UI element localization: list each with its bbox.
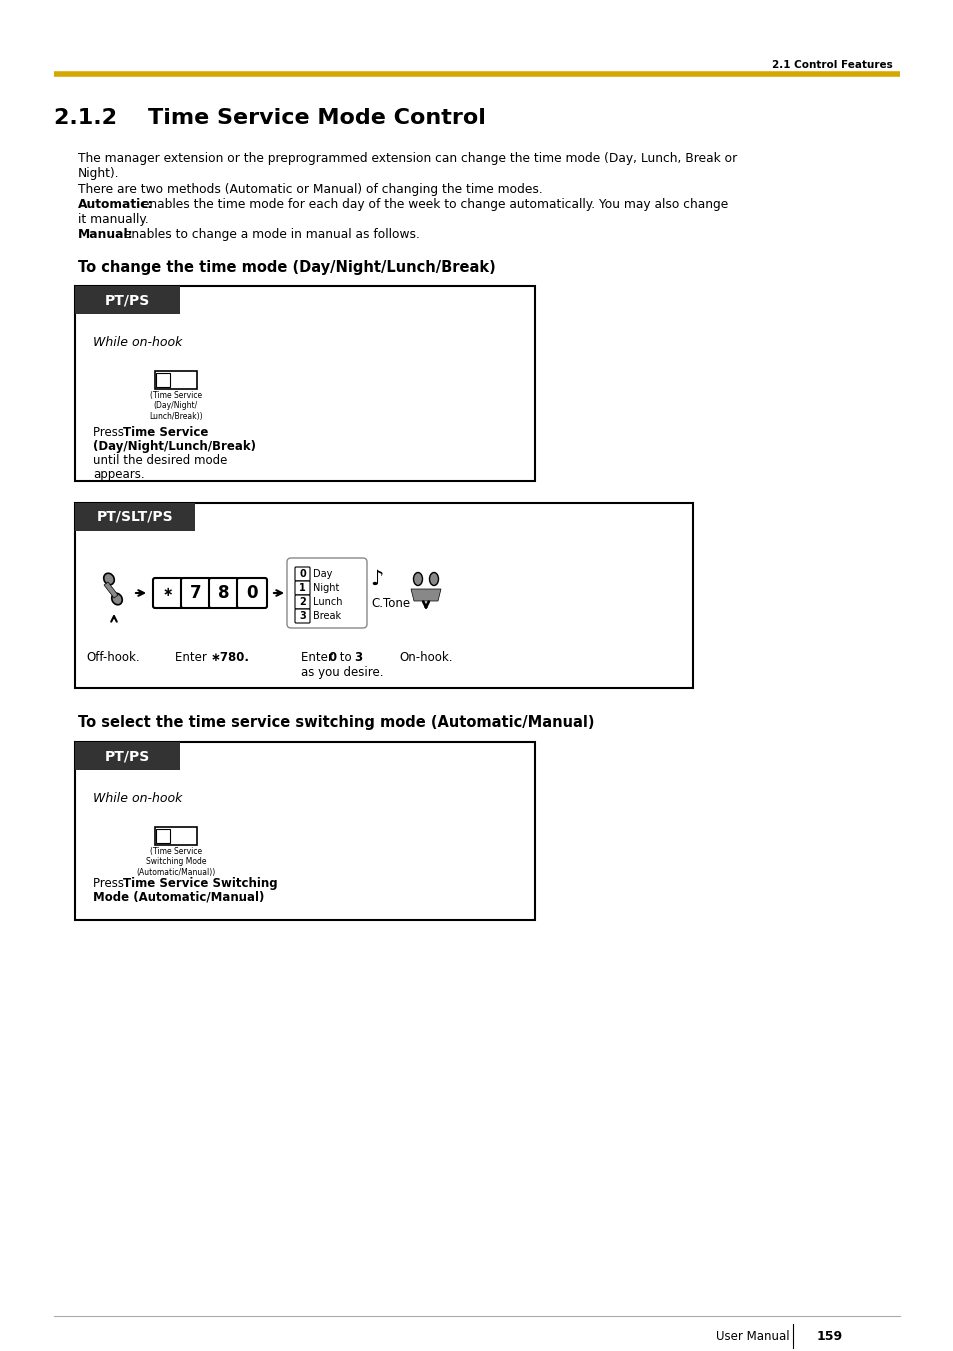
Ellipse shape [429,573,438,585]
Text: Automatic:: Automatic: [78,199,153,211]
Text: Enter: Enter [301,651,336,663]
Text: 7: 7 [190,584,202,603]
Text: 0: 0 [329,651,336,663]
Text: 159: 159 [816,1329,842,1343]
Polygon shape [411,589,440,601]
Text: (Time Service
(Day/Night/
Lunch/Break)): (Time Service (Day/Night/ Lunch/Break)) [149,390,203,420]
Bar [75,286,535,481]
Text: Press: Press [92,426,128,439]
Text: PT/PS: PT/PS [105,293,150,307]
Text: 2: 2 [299,597,306,607]
FancyBboxPatch shape [152,578,183,608]
Text: Day: Day [313,569,332,580]
Text: While on-hook: While on-hook [92,336,182,349]
Text: ♪: ♪ [370,569,383,589]
Bar [75,742,180,770]
Text: Lunch: Lunch [313,597,342,607]
Text: Night: Night [313,584,339,593]
Text: Break: Break [313,611,341,621]
Text: Off-hook.: Off-hook. [86,651,140,663]
Bar [154,827,196,844]
FancyBboxPatch shape [287,558,367,628]
Text: 2.1.2    Time Service Mode Control: 2.1.2 Time Service Mode Control [54,108,485,128]
Ellipse shape [413,573,422,585]
Bar [154,372,196,389]
Text: enables to change a mode in manual as follows.: enables to change a mode in manual as fo… [120,228,419,240]
Bar [75,742,535,920]
Text: The manager extension or the preprogrammed extension can change the time mode (D: The manager extension or the preprogramm… [78,153,737,165]
Text: .: . [237,892,241,904]
Bar [156,830,170,843]
Text: appears.: appears. [92,467,145,481]
Text: On-hook.: On-hook. [399,651,453,663]
Text: While on-hook: While on-hook [92,792,182,805]
Text: 2.1 Control Features: 2.1 Control Features [771,59,892,70]
Text: 3: 3 [354,651,362,663]
Text: To select the time service switching mode (Automatic/Manual): To select the time service switching mod… [78,715,594,730]
Text: 0: 0 [246,584,257,603]
Text: it manually.: it manually. [78,213,149,226]
FancyBboxPatch shape [181,578,211,608]
Ellipse shape [112,593,122,605]
Text: Time Service: Time Service [123,426,208,439]
Polygon shape [104,582,118,598]
Text: until the desired mode: until the desired mode [92,454,227,467]
Text: as you desire.: as you desire. [301,666,383,680]
Text: ∗: ∗ [163,586,173,600]
Text: (Day/Night/Lunch/Break): (Day/Night/Lunch/Break) [92,440,255,453]
Text: C.Tone: C.Tone [371,597,410,611]
FancyBboxPatch shape [294,609,310,623]
Text: PT/PS: PT/PS [105,748,150,763]
Bar [75,286,180,313]
Text: Press: Press [92,877,128,890]
Text: (Time Service
Switching Mode
(Automatic/Manual)): (Time Service Switching Mode (Automatic/… [136,847,215,877]
Text: 8: 8 [218,584,230,603]
Bar [156,373,170,386]
FancyBboxPatch shape [294,594,310,609]
Bar [75,503,692,688]
Text: enables the time mode for each day of the week to change automatically. You may : enables the time mode for each day of th… [138,199,727,211]
Text: 3: 3 [299,611,306,621]
Text: 1: 1 [299,584,306,593]
Text: There are two methods (Automatic or Manual) of changing the time modes.: There are two methods (Automatic or Manu… [78,182,542,196]
FancyBboxPatch shape [294,567,310,581]
FancyBboxPatch shape [294,581,310,594]
Text: Enter: Enter [175,651,211,663]
Text: Manual:: Manual: [78,228,133,240]
Bar [75,503,194,531]
Text: to: to [335,651,355,663]
Ellipse shape [104,573,114,585]
Text: Mode (Automatic/Manual): Mode (Automatic/Manual) [92,892,264,904]
Text: PT/SLT/PS: PT/SLT/PS [96,509,173,524]
FancyBboxPatch shape [209,578,239,608]
Text: User Manual: User Manual [716,1329,789,1343]
Text: Night).: Night). [78,168,119,180]
Text: To change the time mode (Day/Night/Lunch/Break): To change the time mode (Day/Night/Lunch… [78,259,496,276]
Text: Time Service Switching: Time Service Switching [123,877,277,890]
Text: 0: 0 [299,569,306,580]
Text: ∗780.: ∗780. [211,651,250,663]
FancyBboxPatch shape [236,578,267,608]
